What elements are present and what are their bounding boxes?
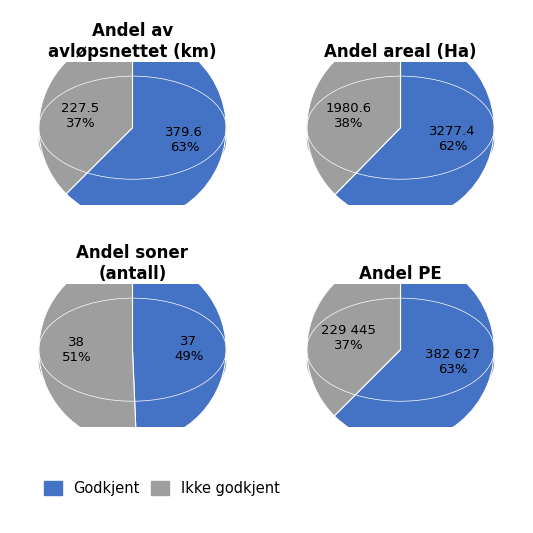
Legend: Godkjent, Ikke godkjent: Godkjent, Ikke godkjent (38, 475, 285, 502)
Ellipse shape (39, 310, 226, 414)
Polygon shape (307, 298, 400, 398)
Text: 38
51%: 38 51% (61, 336, 91, 365)
Text: 3277.4
62%: 3277.4 62% (429, 125, 476, 154)
Text: 37
49%: 37 49% (174, 335, 204, 363)
Polygon shape (307, 76, 400, 177)
Text: 227.5
37%: 227.5 37% (61, 102, 100, 130)
Polygon shape (133, 298, 226, 414)
Title: Andel av
avløpsnettet (km): Andel av avløpsnettet (km) (49, 22, 217, 61)
Polygon shape (39, 76, 133, 176)
Polygon shape (334, 350, 400, 398)
Wedge shape (334, 256, 494, 443)
Title: Andel areal (Ha): Andel areal (Ha) (324, 43, 477, 61)
Polygon shape (133, 350, 136, 414)
Text: 1980.6
38%: 1980.6 38% (325, 102, 372, 130)
Wedge shape (66, 34, 226, 221)
Polygon shape (335, 76, 494, 191)
Ellipse shape (307, 88, 494, 191)
Ellipse shape (307, 310, 494, 414)
Polygon shape (335, 128, 400, 177)
Polygon shape (335, 128, 400, 177)
Wedge shape (39, 34, 133, 194)
Text: 382 627
63%: 382 627 63% (425, 348, 480, 376)
Wedge shape (335, 34, 494, 221)
Polygon shape (66, 128, 133, 176)
Text: 229 445
37%: 229 445 37% (321, 324, 376, 352)
Polygon shape (133, 350, 136, 414)
Polygon shape (66, 76, 226, 191)
Wedge shape (39, 256, 136, 443)
Polygon shape (334, 350, 400, 398)
Wedge shape (307, 34, 400, 195)
Text: 379.6
63%: 379.6 63% (165, 126, 204, 154)
Polygon shape (66, 128, 133, 176)
Wedge shape (307, 256, 400, 416)
Ellipse shape (39, 88, 226, 191)
Polygon shape (334, 298, 494, 414)
Title: Andel soner
(antall): Andel soner (antall) (77, 244, 189, 282)
Polygon shape (39, 298, 136, 414)
Wedge shape (133, 256, 226, 443)
Title: Andel PE: Andel PE (359, 264, 442, 282)
